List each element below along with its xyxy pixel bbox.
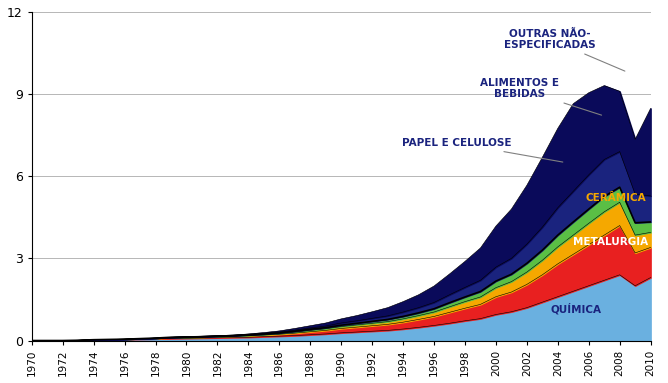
Text: CERÂMICA: CERÂMICA xyxy=(586,193,646,203)
Text: PAPEL E CELULOSE: PAPEL E CELULOSE xyxy=(403,138,563,162)
Text: OUTRAS NÃO-
ESPECIFICADAS: OUTRAS NÃO- ESPECIFICADAS xyxy=(504,28,625,71)
Text: METALURGIA: METALURGIA xyxy=(573,237,649,247)
Text: QUÍMICA: QUÍMICA xyxy=(550,303,601,315)
Text: ALIMENTOS E
BEBIDAS: ALIMENTOS E BEBIDAS xyxy=(480,78,602,115)
